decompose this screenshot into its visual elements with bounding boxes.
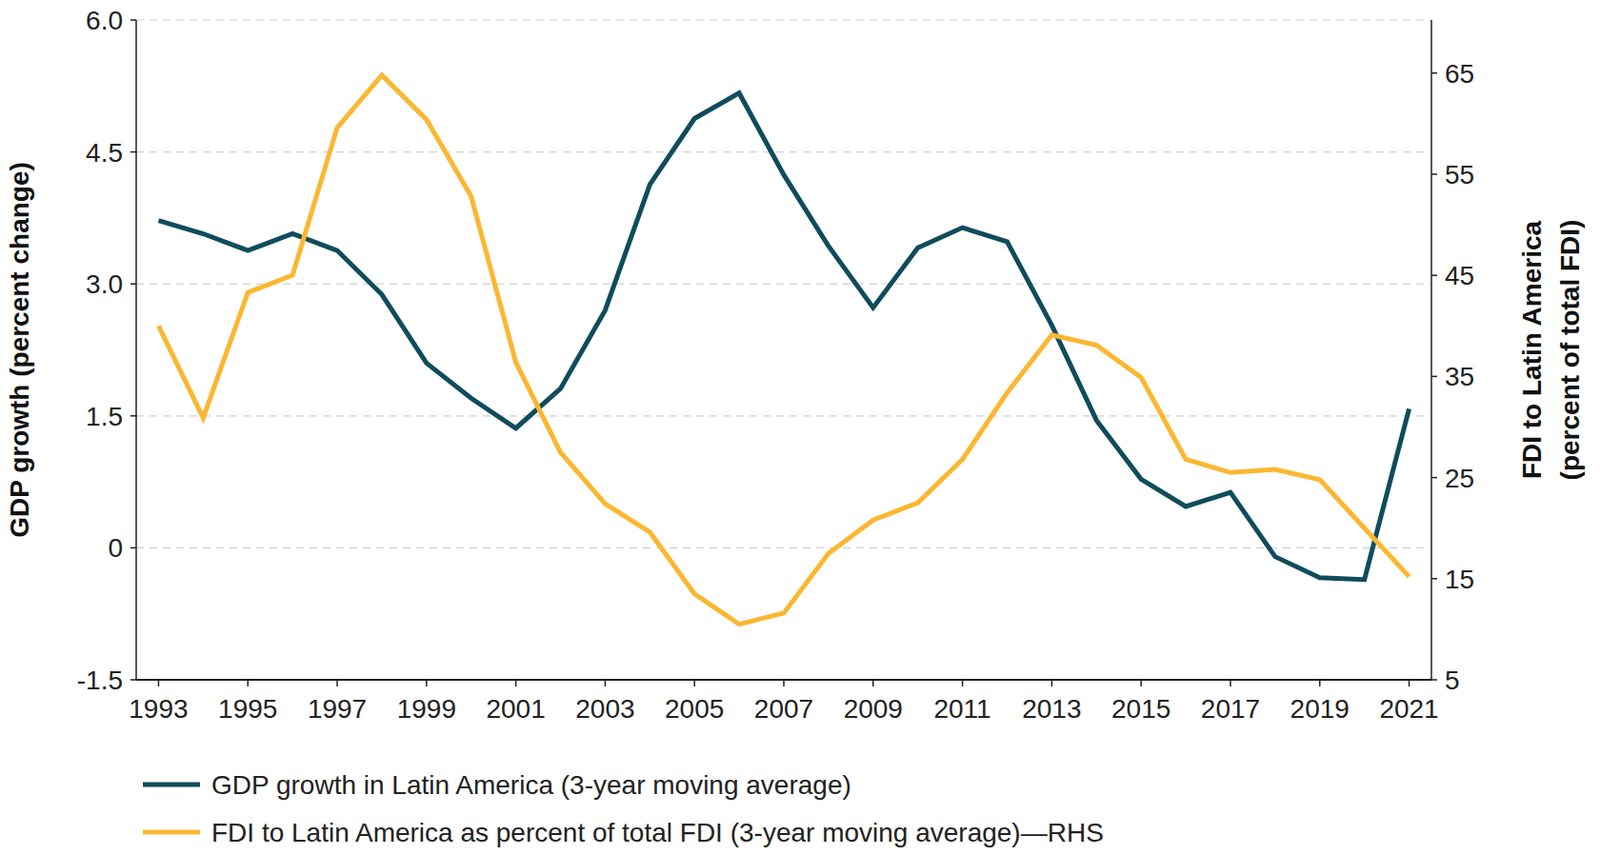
y2-tick [1431,578,1438,580]
x-tick-label: 1995 [218,694,278,724]
x-tick-label: 2017 [1200,694,1260,724]
x-tick [1051,680,1054,687]
y2-tick-label: 35 [1444,361,1475,392]
y-tick [130,679,137,681]
y-tick [130,547,137,550]
x-tick-label: 2003 [575,694,635,724]
x-tick-label: 2011 [933,694,991,724]
x-tick [1408,680,1411,687]
y-axis-title: GDP growth (percent change) [4,161,35,539]
plot-area [158,75,1409,625]
y-tick-label: 1.5 [85,401,123,432]
x-tick [1319,680,1321,687]
x-tick [246,680,249,687]
x-tick [693,680,696,687]
y2-tick [1431,274,1438,277]
x-tick-label: 2015 [1111,694,1171,724]
x-tick [782,680,785,687]
x-tick [425,680,428,687]
legend-label: GDP growth in Latin America (3-year movi… [211,770,852,800]
legend-swatch [142,782,200,788]
y2-tick [1431,477,1438,480]
y2-tick-label: 15 [1444,564,1475,595]
x-tick-label: 1999 [397,694,457,724]
y-tick [130,415,137,418]
y-tick [130,282,137,285]
x-tick [515,680,518,687]
y2-tick-label: 25 [1444,463,1475,494]
x-tick-label: 2021 [1379,694,1439,724]
chart: -1.5 0 1.5 3.0 4.5 6.0 5 15 25 35 45 55 65 1993 1995 19… [0,0,1600,855]
legend-swatch [142,830,200,836]
x-tick-label: 2009 [843,694,903,724]
x-tick [604,680,607,687]
y2-tick [1431,72,1438,75]
x-tick [1140,680,1142,687]
y-tick-label: 4.5 [85,138,123,168]
y2-tick [1431,679,1438,681]
grid-line [136,547,1432,549]
y-tick-label: -1.5 [77,665,123,696]
y2-tick-label: 55 [1444,160,1475,190]
legend-label: FDI to Latin America as percent of total… [211,818,1104,848]
x-tick [872,680,875,687]
x-tick-label: 2007 [754,694,814,724]
y2-tick [1431,376,1438,379]
grid-line [136,415,1432,417]
y-axis [135,20,138,680]
y-tick-label: 3.0 [85,269,123,300]
y-tick [130,151,137,154]
x-tick [336,680,339,687]
series-line [158,75,1409,625]
x-axis [136,679,1432,681]
x-tick-label: 2005 [664,694,724,724]
y2-tick-label: 65 [1444,59,1475,89]
y-tick-label: 0 [107,533,123,563]
x-tick [158,680,160,687]
x-tick-label: 1993 [128,694,188,724]
y-tick [130,19,137,21]
x-tick [1229,680,1232,687]
x-tick-label: 2013 [1021,694,1081,724]
y2-axis-title: FDI to Latin America [1517,220,1547,480]
x-tick-label: 1997 [307,694,367,724]
x-tick-label: 2019 [1290,694,1350,724]
grid-line [136,283,1432,285]
series-line [158,93,1409,580]
y2-axis [1430,20,1433,680]
y2-tick-label: 5 [1444,665,1460,696]
y2-tick-label: 45 [1444,260,1475,291]
x-tick-label: 2001 [485,694,545,724]
y2-axis-title: (percent of total FDI) [1555,220,1585,481]
x-tick [961,680,964,687]
y-tick-label: 6.0 [85,5,123,36]
grid-line [136,19,1432,20]
y2-tick [1431,173,1438,176]
